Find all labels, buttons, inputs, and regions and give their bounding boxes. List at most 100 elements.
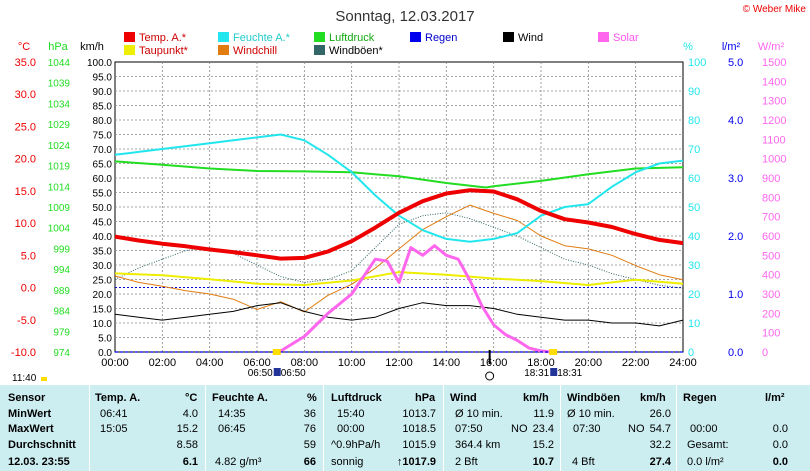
tick-label-temp: -10.0 — [11, 347, 36, 359]
tick-label-feuchte: 20 — [688, 289, 700, 301]
wind-distance: 364.4 km — [455, 439, 501, 451]
tick-label-solar: 100 — [762, 328, 780, 340]
tick-label-wind: 55.0 — [93, 189, 113, 200]
tick-label-druck: 1004 — [48, 224, 71, 235]
tick-label-wind: 90.0 — [93, 87, 113, 98]
tick-label-wind: 75.0 — [93, 131, 113, 142]
sunset-icon — [550, 368, 558, 376]
boeen-min-value: 26.0 — [649, 408, 671, 420]
tick-label-solar: 1300 — [762, 96, 786, 108]
grid — [115, 62, 683, 352]
legend-swatch — [218, 32, 229, 42]
stats-header-temp-unit: °C — [185, 392, 198, 404]
tick-label-temp: 20.0 — [15, 154, 36, 166]
chart-title: Sonntag, 12.03.2017 — [335, 8, 474, 25]
sunset-time-left: 18:31 — [524, 368, 549, 379]
data-series — [114, 133, 684, 354]
tick-label-druck: 974 — [53, 348, 70, 359]
stats-header-sensor: Sensor — [8, 392, 46, 404]
tick-label-temp: 15.0 — [15, 186, 36, 198]
tick-label-druck: 1029 — [48, 120, 71, 131]
regen-max-time: 00:00 — [690, 423, 718, 435]
axis-unit-wind: km/h — [80, 41, 104, 53]
sunrise-time-right: 06:50 — [281, 368, 306, 379]
tick-label-feuchte: 80 — [688, 115, 700, 127]
tick-label-wind: 80.0 — [93, 116, 113, 127]
legend-label: Windböen* — [329, 45, 384, 57]
tick-label-regen: 0.0 — [728, 347, 743, 359]
sun-markers: 06:50 06:50 18:31 18:31 11:40 — [12, 349, 583, 384]
tick-label-x: 18:00 — [527, 357, 555, 369]
tick-label-regen: 4.0 — [728, 115, 743, 127]
current-time-label: 11:40 — [12, 373, 37, 384]
tick-label-feuchte: 90 — [688, 86, 700, 98]
tick-label-wind: 25.0 — [93, 276, 113, 287]
tick-label-temp: -5.0 — [17, 315, 36, 327]
feuchte-max-time: 06:45 — [218, 423, 246, 435]
tick-label-feuchte: 60 — [688, 173, 700, 185]
tick-label-solar: 300 — [762, 289, 780, 301]
tick-label-solar: 1000 — [762, 154, 786, 166]
series-taupunkt — [114, 271, 684, 286]
druck-trend: ^0.9hPa/h — [331, 439, 381, 451]
tick-label-x: 12:00 — [385, 357, 413, 369]
feuchte-current-value: 66 — [303, 456, 316, 468]
tick-label-druck: 1034 — [48, 99, 71, 110]
tick-label-solar: 0 — [762, 347, 768, 359]
tick-label-x: 20:00 — [575, 357, 603, 369]
stats-header-temp: Temp. A. — [95, 392, 141, 404]
wind-min-label: Ø 10 min. — [455, 408, 503, 420]
series-wind — [114, 302, 684, 327]
tick-label-x: 16:00 — [480, 357, 508, 369]
tick-label-feuchte: 100 — [688, 57, 706, 69]
tick-label-wind: 45.0 — [93, 218, 113, 229]
legend-label: Taupunkt* — [139, 45, 189, 57]
tick-label-solar: 400 — [762, 270, 780, 282]
stats-header-regen: Regen — [683, 392, 717, 404]
druck-min-value: 1013.7 — [402, 408, 436, 420]
tick-label-wind: 85.0 — [93, 102, 113, 113]
tick-label-wind: 60.0 — [93, 174, 113, 185]
legend-label: Regen — [425, 32, 457, 44]
druck-avg-value: 1015.9 — [402, 439, 436, 451]
tick-label-solar: 800 — [762, 192, 780, 204]
tick-label-regen: 2.0 — [728, 231, 743, 243]
legend-label: Windchill — [233, 45, 277, 57]
tick-label-x: 08:00 — [291, 357, 319, 369]
tick-label-druck: 994 — [53, 265, 70, 276]
legend-label: Feuchte A.* — [233, 32, 291, 44]
tick-label-x: 24:00 — [669, 357, 697, 369]
wind-max-time: 07:50 — [455, 423, 483, 435]
tick-label-x: 22:00 — [622, 357, 650, 369]
legend: Temp. A.* Feuchte A.* Luftdruck Regen Wind So… — [124, 32, 639, 57]
legend-swatch — [124, 32, 135, 42]
druck-min-time: 15:40 — [337, 408, 365, 420]
boeen-max-direction: NO — [628, 423, 645, 435]
tick-label-wind: 50.0 — [93, 203, 113, 214]
tick-label-wind: 5.0 — [98, 334, 112, 345]
tick-label-feuchte: 0 — [688, 347, 694, 359]
legend-swatch — [314, 45, 325, 55]
tick-label-solar: 600 — [762, 231, 780, 243]
series-feuchtea — [114, 133, 684, 243]
tick-label-solar: 900 — [762, 173, 780, 185]
series-tempa — [114, 188, 684, 261]
tick-label-feuchte: 70 — [688, 144, 700, 156]
axis-unit-regen: l/m² — [722, 41, 741, 53]
boeen-avg-value: 32.2 — [649, 439, 671, 451]
tick-label-x: 06:00 — [243, 357, 271, 369]
tick-label-druck: 1009 — [48, 203, 71, 214]
legend-label: Wind — [518, 32, 543, 44]
tick-label-druck: 984 — [53, 307, 70, 318]
tick-label-wind: 35.0 — [93, 247, 113, 258]
boeen-current-value: 27.4 — [649, 456, 671, 468]
wind-current-value: 10.7 — [532, 456, 554, 468]
temp-avg-value: 8.58 — [176, 439, 198, 451]
regen-current-value: 0.0 — [772, 456, 788, 468]
tick-label-druck: 1014 — [48, 182, 71, 193]
temp-max-value: 15.2 — [176, 423, 198, 435]
tick-label-feuchte: 40 — [688, 231, 700, 243]
tick-label-regen: 5.0 — [728, 57, 743, 69]
tick-label-solar: 200 — [762, 308, 780, 320]
legend-label: Temp. A.* — [139, 32, 187, 44]
